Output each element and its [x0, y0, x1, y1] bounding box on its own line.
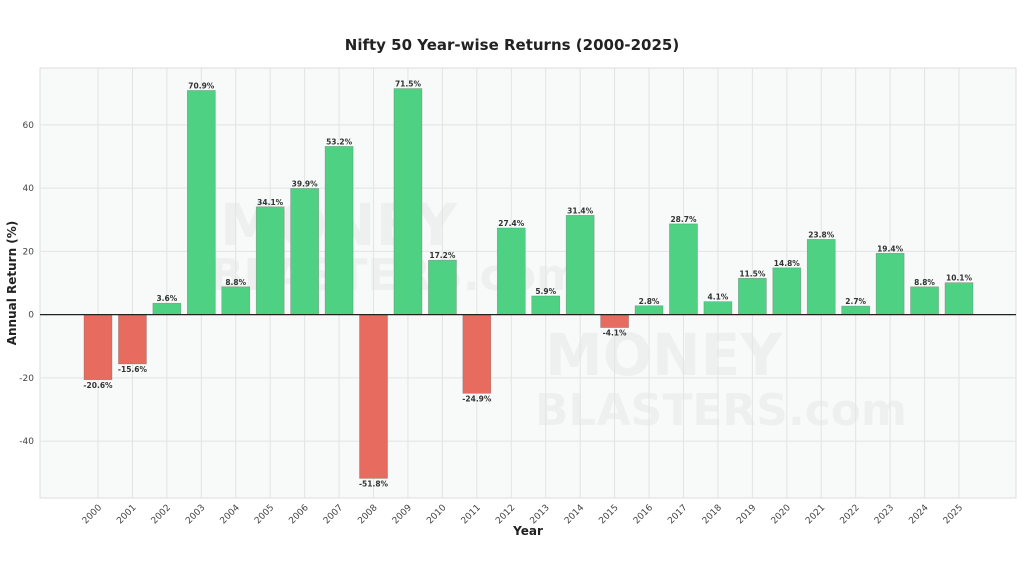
data-label: 10.1%	[946, 274, 973, 283]
bar-2002	[152, 302, 182, 315]
x-tick-label: 2021	[804, 503, 827, 526]
bar-2013	[531, 295, 561, 315]
bar-2012	[496, 227, 526, 315]
data-label: 23.8%	[808, 230, 835, 239]
bar-2019	[738, 277, 767, 315]
bar-2011	[462, 314, 492, 394]
x-tick-label: 2024	[907, 503, 930, 526]
watermark-logo: BLASTERS.com	[535, 385, 907, 436]
data-label: -4.1%	[603, 329, 627, 338]
bar-2009	[393, 88, 423, 315]
bar-2024	[910, 286, 939, 315]
x-tick-label: 2001	[115, 503, 138, 526]
y-tick-label: 60	[23, 121, 35, 131]
bar-2003	[187, 90, 216, 315]
bar-2023	[875, 252, 905, 315]
x-tick-label: 2010	[425, 503, 448, 526]
data-label: 28.7%	[670, 215, 697, 224]
data-label: 17.2%	[429, 251, 456, 260]
y-axis-label: Annual Return (%)	[5, 221, 19, 346]
data-label: 11.5%	[739, 269, 766, 278]
bar-2015	[600, 314, 629, 328]
bar-2005	[255, 206, 285, 315]
data-label: 27.4%	[498, 219, 525, 228]
x-tick-label: 2000	[81, 503, 104, 526]
data-label: -51.8%	[359, 479, 389, 488]
x-tick-label: 2002	[150, 503, 173, 526]
bar-2004	[221, 286, 251, 315]
data-label: 53.2%	[326, 137, 353, 146]
y-tick-label: 40	[23, 184, 35, 194]
bar-2001	[118, 314, 147, 365]
data-label: 4.1%	[708, 293, 729, 302]
x-tick-label: 2018	[701, 503, 724, 526]
data-label: 70.9%	[188, 81, 215, 90]
data-label: 3.6%	[156, 294, 177, 303]
chart-title: Nifty 50 Year-wise Returns (2000-2025)	[344, 36, 680, 54]
data-label: 71.5%	[395, 80, 422, 89]
bar-2025	[944, 282, 974, 315]
x-axis-label: Year	[512, 524, 543, 538]
data-label: 34.1%	[257, 198, 284, 207]
x-tick-label: 2025	[942, 503, 965, 526]
y-tick-label: 20	[23, 247, 35, 257]
x-tick-label: 2007	[322, 503, 345, 526]
data-label: 8.8%	[225, 278, 246, 287]
x-tick-label: 2006	[287, 503, 310, 526]
data-label: -24.9%	[462, 394, 492, 403]
data-label: -20.6%	[83, 381, 113, 390]
x-tick-label: 2005	[253, 503, 276, 526]
watermark-logo: MONEY	[545, 321, 783, 389]
data-label: 8.8%	[914, 278, 935, 287]
bar-2014	[565, 215, 595, 315]
y-tick-label: -20	[19, 374, 34, 384]
data-label: 14.8%	[774, 259, 801, 268]
x-tick-label: 2015	[597, 503, 620, 526]
y-tick-label: 0	[28, 311, 34, 321]
data-label: 19.4%	[877, 244, 904, 253]
bar-2010	[428, 259, 457, 315]
data-label: 2.8%	[639, 297, 660, 306]
x-tick-label: 2020	[770, 503, 793, 526]
x-tick-label: 2008	[356, 503, 379, 526]
bar-2007	[324, 146, 354, 315]
data-label: 31.4%	[567, 206, 594, 215]
data-label: -15.6%	[118, 365, 148, 374]
bar-2017	[669, 223, 698, 315]
x-tick-label: 2019	[735, 503, 758, 526]
data-label: 2.7%	[845, 297, 866, 306]
x-tick-label: 2011	[460, 503, 483, 526]
x-tick-label: 2017	[666, 503, 689, 526]
bar-2008	[359, 314, 388, 479]
bar-2020	[772, 267, 802, 315]
x-tick-label: 2014	[563, 503, 586, 526]
x-tick-label: 2013	[529, 503, 552, 526]
x-tick-label: 2022	[839, 503, 862, 526]
y-tick-label: -40	[19, 437, 34, 447]
bar-2022	[841, 305, 870, 315]
bar-2018	[703, 301, 733, 315]
data-label: 39.9%	[292, 179, 319, 188]
bar-2006	[290, 188, 319, 315]
bar-2021	[806, 239, 836, 315]
x-tick-label: 2012	[494, 503, 517, 526]
x-tick-label: 2009	[391, 503, 414, 526]
bar-2016	[634, 305, 664, 315]
data-label: 5.9%	[535, 287, 556, 296]
x-tick-label: 2023	[873, 503, 896, 526]
x-tick-label: 2016	[632, 503, 655, 526]
x-tick-label: 2003	[184, 503, 207, 526]
x-tick-label: 2004	[219, 503, 242, 526]
bar-2000	[83, 314, 113, 381]
